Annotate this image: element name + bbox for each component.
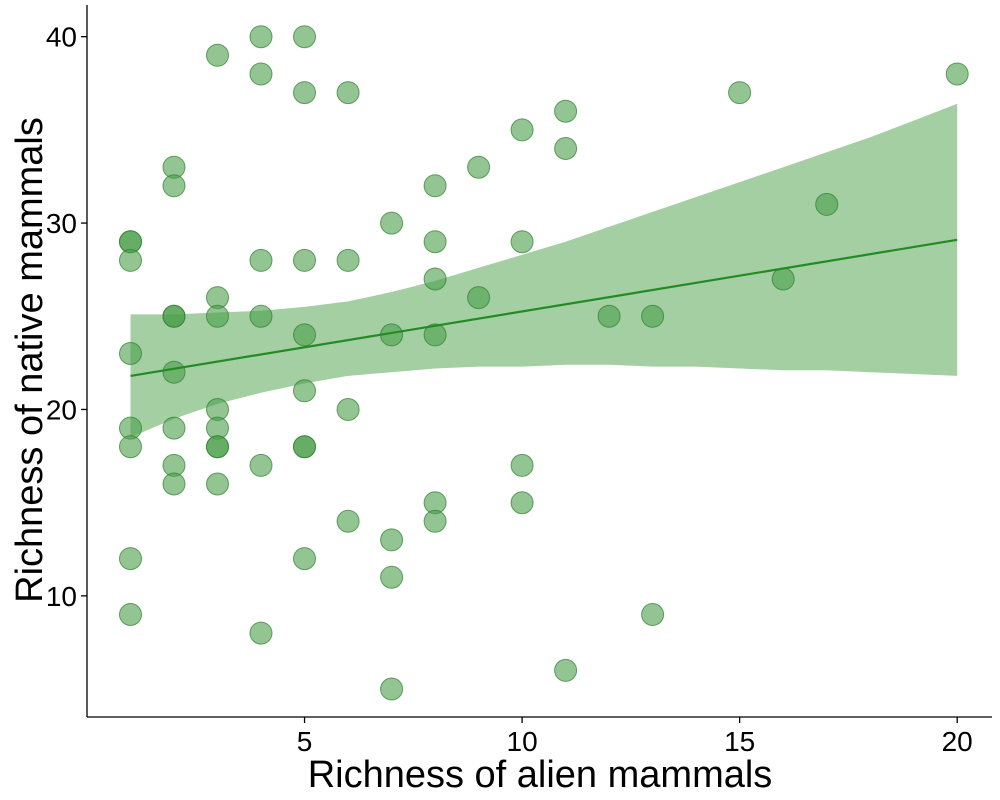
data-point <box>945 62 969 86</box>
data-point <box>293 323 316 347</box>
y-tick-label: 40 <box>46 22 77 53</box>
data-point <box>336 248 360 272</box>
data-point <box>249 453 273 477</box>
data-point <box>467 286 491 310</box>
data-point <box>206 472 229 496</box>
data-point <box>119 248 142 272</box>
data-point <box>162 304 186 328</box>
y-tick-label: 10 <box>46 581 77 612</box>
data-point <box>336 509 360 533</box>
data-point <box>815 192 839 216</box>
data-point <box>119 603 142 626</box>
data-point <box>423 267 447 291</box>
data-point <box>249 62 273 86</box>
regression-line <box>130 238 958 377</box>
data-point <box>206 304 229 328</box>
data-point <box>162 360 186 384</box>
data-point <box>554 658 578 682</box>
data-point <box>510 118 534 142</box>
data-point <box>119 342 142 365</box>
data-point <box>206 43 229 67</box>
y-axis-title: Richness of native mammals <box>9 117 51 603</box>
data-point <box>249 621 273 645</box>
data-point <box>249 25 273 49</box>
data-point <box>380 528 404 552</box>
data-point <box>467 155 491 179</box>
x-tick-label: 5 <box>297 726 313 757</box>
data-point <box>510 491 534 515</box>
data-point <box>380 211 404 235</box>
data-point <box>206 435 229 459</box>
data-point <box>423 509 447 533</box>
data-point <box>510 453 534 477</box>
x-tick-label: 15 <box>724 726 755 757</box>
data-point <box>380 565 404 589</box>
data-point <box>641 603 665 626</box>
confidence-band <box>130 103 958 438</box>
data-point <box>119 547 142 571</box>
data-point <box>554 99 578 123</box>
data-point <box>162 416 186 440</box>
y-tick-label: 30 <box>46 208 77 239</box>
data-point <box>641 304 665 328</box>
x-axis-title: Richness of alien mammals <box>308 754 773 796</box>
data-point <box>162 472 186 496</box>
data-point <box>162 174 186 198</box>
data-point <box>423 230 447 254</box>
ticks-layer: 5 10 15 20 10 20 30 40 <box>46 22 973 757</box>
data-point <box>554 137 578 160</box>
data-point <box>293 248 316 272</box>
confidence-band-layer <box>130 103 958 438</box>
x-tick-label: 10 <box>507 726 538 757</box>
x-tick-label: 20 <box>942 726 973 757</box>
y-tick-label: 20 <box>46 394 77 425</box>
data-point <box>293 25 316 49</box>
data-point <box>423 174 447 198</box>
data-point <box>336 398 360 421</box>
data-point <box>336 81 360 105</box>
data-point <box>293 379 316 403</box>
data-point <box>249 304 273 328</box>
data-point <box>249 248 273 272</box>
data-point <box>423 323 447 347</box>
data-point <box>293 435 316 459</box>
data-point <box>728 81 752 105</box>
data-point <box>293 81 316 105</box>
data-point <box>597 304 621 328</box>
data-point <box>771 267 795 291</box>
axes-layer <box>86 5 992 718</box>
points-layer <box>119 25 969 701</box>
fit-line-layer <box>130 238 958 377</box>
data-point <box>119 435 142 459</box>
data-point <box>293 547 316 571</box>
data-point <box>510 230 534 254</box>
data-point <box>380 677 404 701</box>
